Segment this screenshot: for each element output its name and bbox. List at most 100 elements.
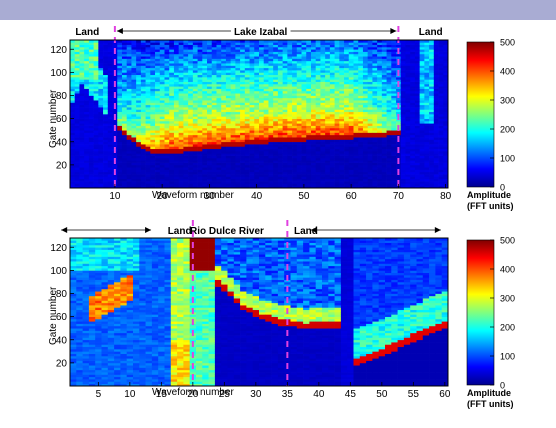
heatmap-cell	[230, 67, 236, 71]
heatmap-cell	[358, 178, 364, 182]
heatmap-cell	[306, 77, 312, 80]
heatmap-cell	[136, 164, 142, 168]
heatmap-cell	[240, 107, 246, 110]
heatmap-cell	[287, 49, 293, 52]
heatmap-cell	[254, 176, 260, 180]
heatmap-cell	[282, 114, 288, 117]
heatmap-cell	[381, 125, 387, 129]
heatmap-cell	[353, 162, 359, 166]
heatmap-cell	[249, 139, 255, 143]
heatmap-cell	[140, 100, 146, 103]
heatmap-cell	[197, 97, 203, 101]
heatmap-cell	[273, 72, 279, 76]
heatmap-cell	[362, 148, 369, 152]
heatmap-cell	[173, 83, 180, 87]
heatmap-cell	[320, 151, 326, 154]
heatmap-cell	[424, 46, 430, 50]
heatmap-cell	[74, 97, 80, 101]
heatmap-cell	[287, 183, 293, 187]
heatmap-cell	[88, 139, 94, 143]
heatmap-cell	[249, 100, 255, 103]
heatmap-cell	[107, 130, 113, 133]
heatmap-cell	[282, 141, 288, 145]
heatmap-cell	[334, 104, 340, 108]
heatmap-cell	[230, 79, 236, 82]
heatmap-cell	[410, 178, 416, 182]
heatmap-cell	[230, 137, 236, 140]
heatmap-cell	[367, 137, 373, 140]
heatmap-cell	[358, 153, 364, 156]
heatmap-cell	[221, 114, 227, 117]
heatmap-cell	[225, 42, 231, 45]
heatmap-cell	[150, 77, 156, 80]
heatmap-cell	[344, 146, 350, 150]
heatmap-cell	[93, 146, 99, 150]
heatmap-cell	[259, 97, 265, 101]
heatmap-cell	[207, 104, 213, 108]
heatmap-cell	[244, 139, 250, 143]
heatmap-cell	[249, 169, 255, 173]
heatmap-cell	[155, 146, 161, 150]
heatmap-cell	[254, 100, 260, 103]
heatmap-cell	[400, 176, 406, 180]
heatmap-cell	[131, 120, 137, 124]
heatmap-cell	[296, 130, 302, 133]
heatmap-cell	[84, 67, 90, 71]
heatmap-cell	[381, 132, 387, 136]
heatmap-cell	[348, 107, 354, 110]
heatmap-cell	[301, 97, 307, 101]
heatmap-cell	[225, 100, 231, 103]
heatmap-cell	[107, 153, 113, 156]
heatmap-cell	[126, 65, 132, 69]
heatmap-cell	[216, 81, 222, 85]
heatmap-cell	[117, 102, 123, 106]
heatmap-cell	[348, 171, 354, 175]
heatmap-cell	[121, 95, 128, 99]
heatmap-cell	[358, 123, 364, 126]
heatmap-cell	[259, 183, 265, 187]
heatmap-cell	[386, 144, 392, 147]
heatmap-cell	[410, 107, 416, 110]
heatmap-cell	[381, 40, 387, 43]
heatmap-cell	[429, 102, 435, 106]
heatmap-cell	[244, 130, 250, 133]
heatmap-cell	[74, 137, 80, 140]
heatmap-cell	[358, 93, 364, 96]
heatmap-cell	[362, 93, 369, 96]
heatmap-cell	[259, 144, 265, 147]
heatmap-cell	[126, 63, 132, 66]
heatmap-cell	[103, 127, 109, 131]
heatmap-cell	[287, 114, 293, 117]
heatmap-cell	[405, 157, 411, 161]
heatmap-cell	[121, 116, 128, 119]
heatmap-cell	[334, 178, 340, 182]
heatmap-cell	[192, 137, 198, 140]
heatmap-cell	[362, 141, 369, 145]
heatmap-cell	[254, 93, 260, 96]
heatmap-cell	[84, 111, 90, 115]
heatmap-cell	[221, 171, 227, 175]
heatmap-cell	[405, 40, 411, 43]
heatmap-cell	[273, 134, 279, 138]
heatmap-cell	[121, 111, 128, 115]
heatmap-cell	[358, 181, 364, 184]
heatmap-cell	[405, 60, 411, 64]
heatmap-cell	[315, 174, 321, 177]
heatmap-cell	[202, 127, 208, 131]
heatmap-cell	[126, 146, 132, 150]
heatmap-cell	[414, 65, 420, 69]
heatmap-cell	[173, 134, 180, 138]
heatmap-cell	[88, 125, 94, 129]
heatmap-cell	[282, 130, 288, 133]
heatmap-cell	[320, 181, 326, 184]
heatmap-cell	[396, 67, 402, 71]
heatmap-cell	[88, 102, 94, 106]
heatmap-cell	[107, 134, 113, 138]
heatmap-cell	[353, 46, 359, 50]
heatmap-cell	[424, 123, 430, 126]
heatmap-cell	[367, 155, 373, 159]
heatmap-cell	[159, 169, 165, 173]
heatmap-cell	[79, 132, 85, 136]
heatmap-cell	[329, 70, 335, 73]
heatmap-cell	[88, 164, 94, 168]
